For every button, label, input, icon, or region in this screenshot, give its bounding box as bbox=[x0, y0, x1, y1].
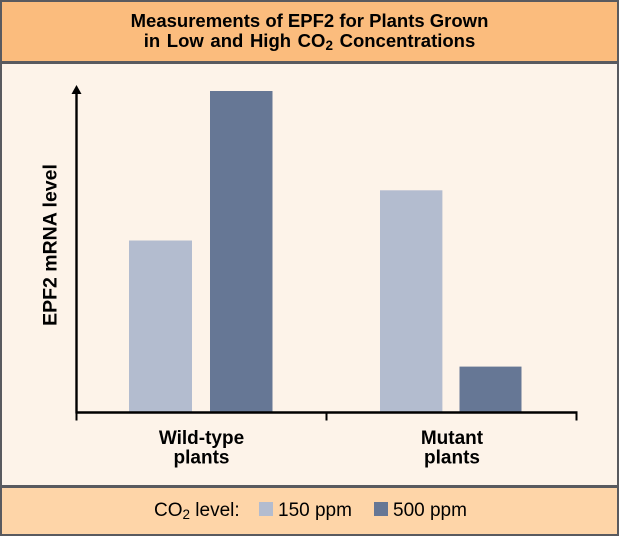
svg-text:Mutant: Mutant bbox=[421, 428, 484, 449]
svg-text:plants: plants bbox=[424, 448, 480, 469]
svg-text:plants: plants bbox=[174, 448, 230, 469]
svg-text:Wild-type: Wild-type bbox=[159, 428, 244, 449]
svg-text:EPF2 mRNA level: EPF2 mRNA level bbox=[40, 164, 62, 326]
